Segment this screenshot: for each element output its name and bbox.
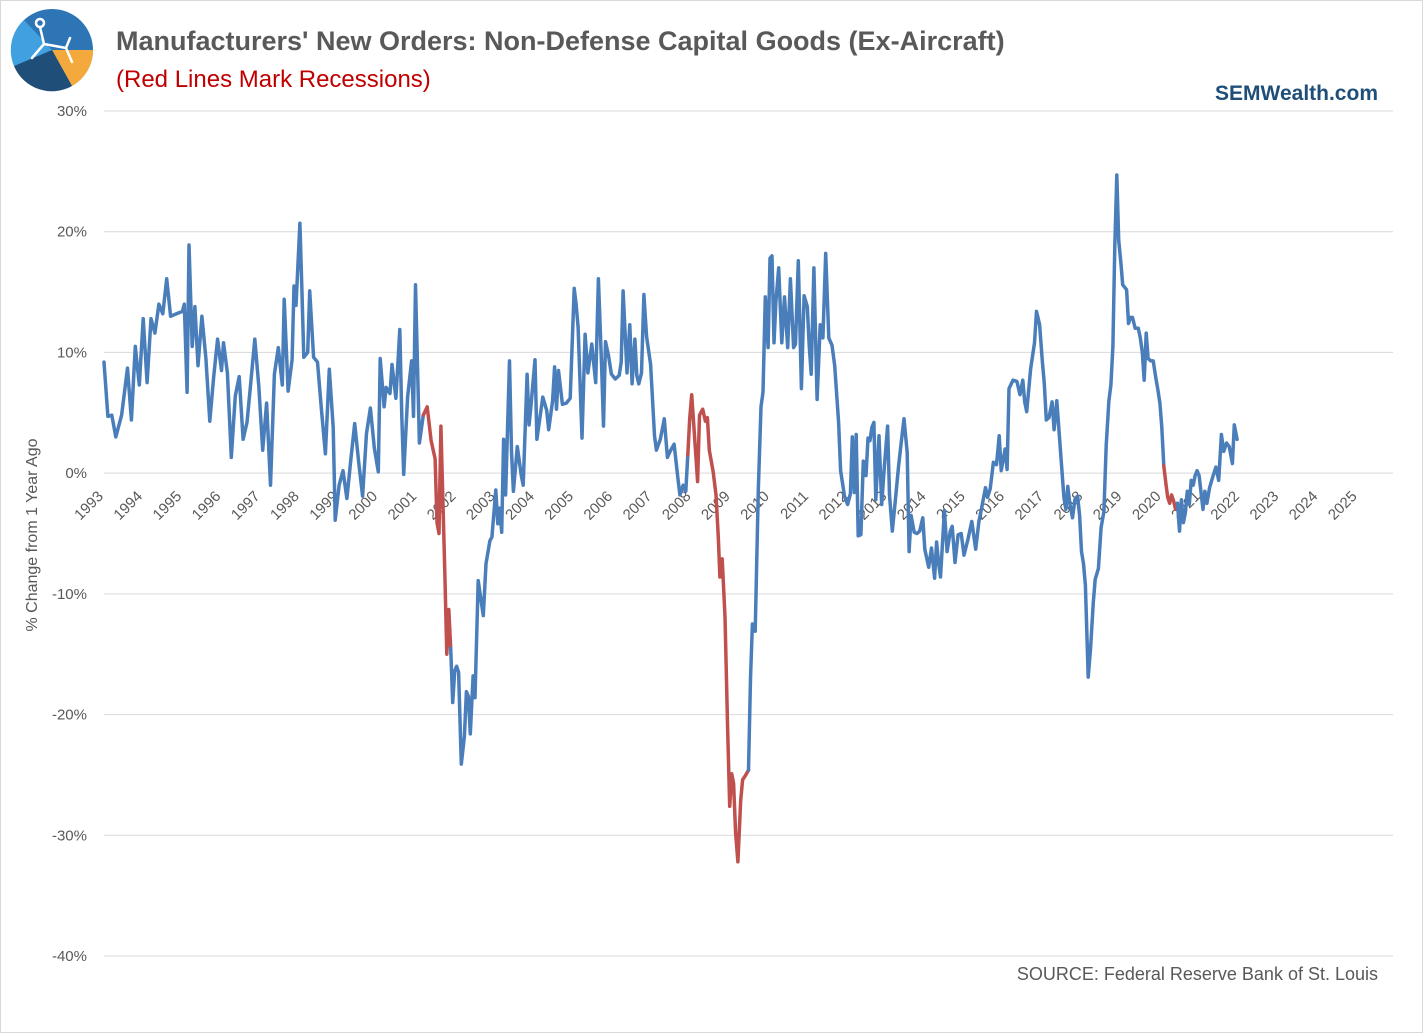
x-tick-label: 2008	[659, 488, 695, 524]
series-line	[746, 173, 1166, 772]
series-line	[102, 221, 426, 522]
series-line	[1175, 423, 1239, 533]
y-tick-label: 20%	[57, 224, 87, 241]
x-tick-label: 2025	[1325, 488, 1361, 524]
x-tick-label: 2005	[541, 488, 577, 524]
x-tick-label: 1998	[267, 488, 303, 524]
y-tick-label: -30%	[52, 827, 87, 844]
x-tick-label: 2020	[1129, 488, 1165, 524]
x-tick-label: 2023	[1247, 488, 1283, 524]
y-tick-label: -40%	[52, 948, 87, 965]
x-tick-label: 1996	[189, 488, 225, 524]
x-tick-label: 1993	[71, 488, 107, 524]
x-tick-label: 1995	[150, 488, 186, 524]
brand-label: SEMWealth.com	[1215, 82, 1378, 105]
x-tick-label: 2006	[581, 488, 617, 524]
x-tick-label: 2015	[933, 488, 969, 524]
source-note: SOURCE: Federal Reserve Bank of St. Loui…	[1016, 964, 1378, 984]
x-tick-label: 2022	[1207, 488, 1243, 524]
y-tick-label: 0%	[65, 465, 87, 482]
y-axis-label: % Change from 1 Year Ago	[24, 438, 41, 631]
x-tick-label: 2004	[502, 488, 538, 524]
y-tick-label: -20%	[52, 707, 87, 724]
x-tick-label: 2019	[1090, 488, 1126, 524]
x-tick-label: 2012	[816, 488, 852, 524]
x-tick-label: 2007	[620, 488, 656, 524]
recession-series-line	[421, 405, 453, 656]
chart-subtitle: (Red Lines Mark Recessions)	[116, 66, 431, 93]
recession-series-line	[1162, 464, 1180, 512]
x-tick-label: 1994	[110, 488, 146, 524]
y-tick-label: 10%	[57, 344, 87, 361]
y-tick-label: -10%	[52, 586, 87, 603]
recession-series-line	[686, 392, 751, 864]
x-tick-label: 2017	[1012, 488, 1048, 524]
series-line	[448, 277, 690, 766]
x-tick-label: 2024	[1286, 488, 1322, 524]
chart-title: Manufacturers' New Orders: Non-Defense C…	[116, 26, 1005, 56]
semwealth-logo-icon	[10, 9, 94, 92]
x-tick-label: 2011	[777, 488, 812, 523]
y-tick-label: 30%	[57, 103, 87, 120]
x-tick-label: 1997	[228, 488, 264, 524]
x-tick-label: 2010	[737, 488, 773, 524]
x-tick-label: 2001	[385, 488, 421, 524]
